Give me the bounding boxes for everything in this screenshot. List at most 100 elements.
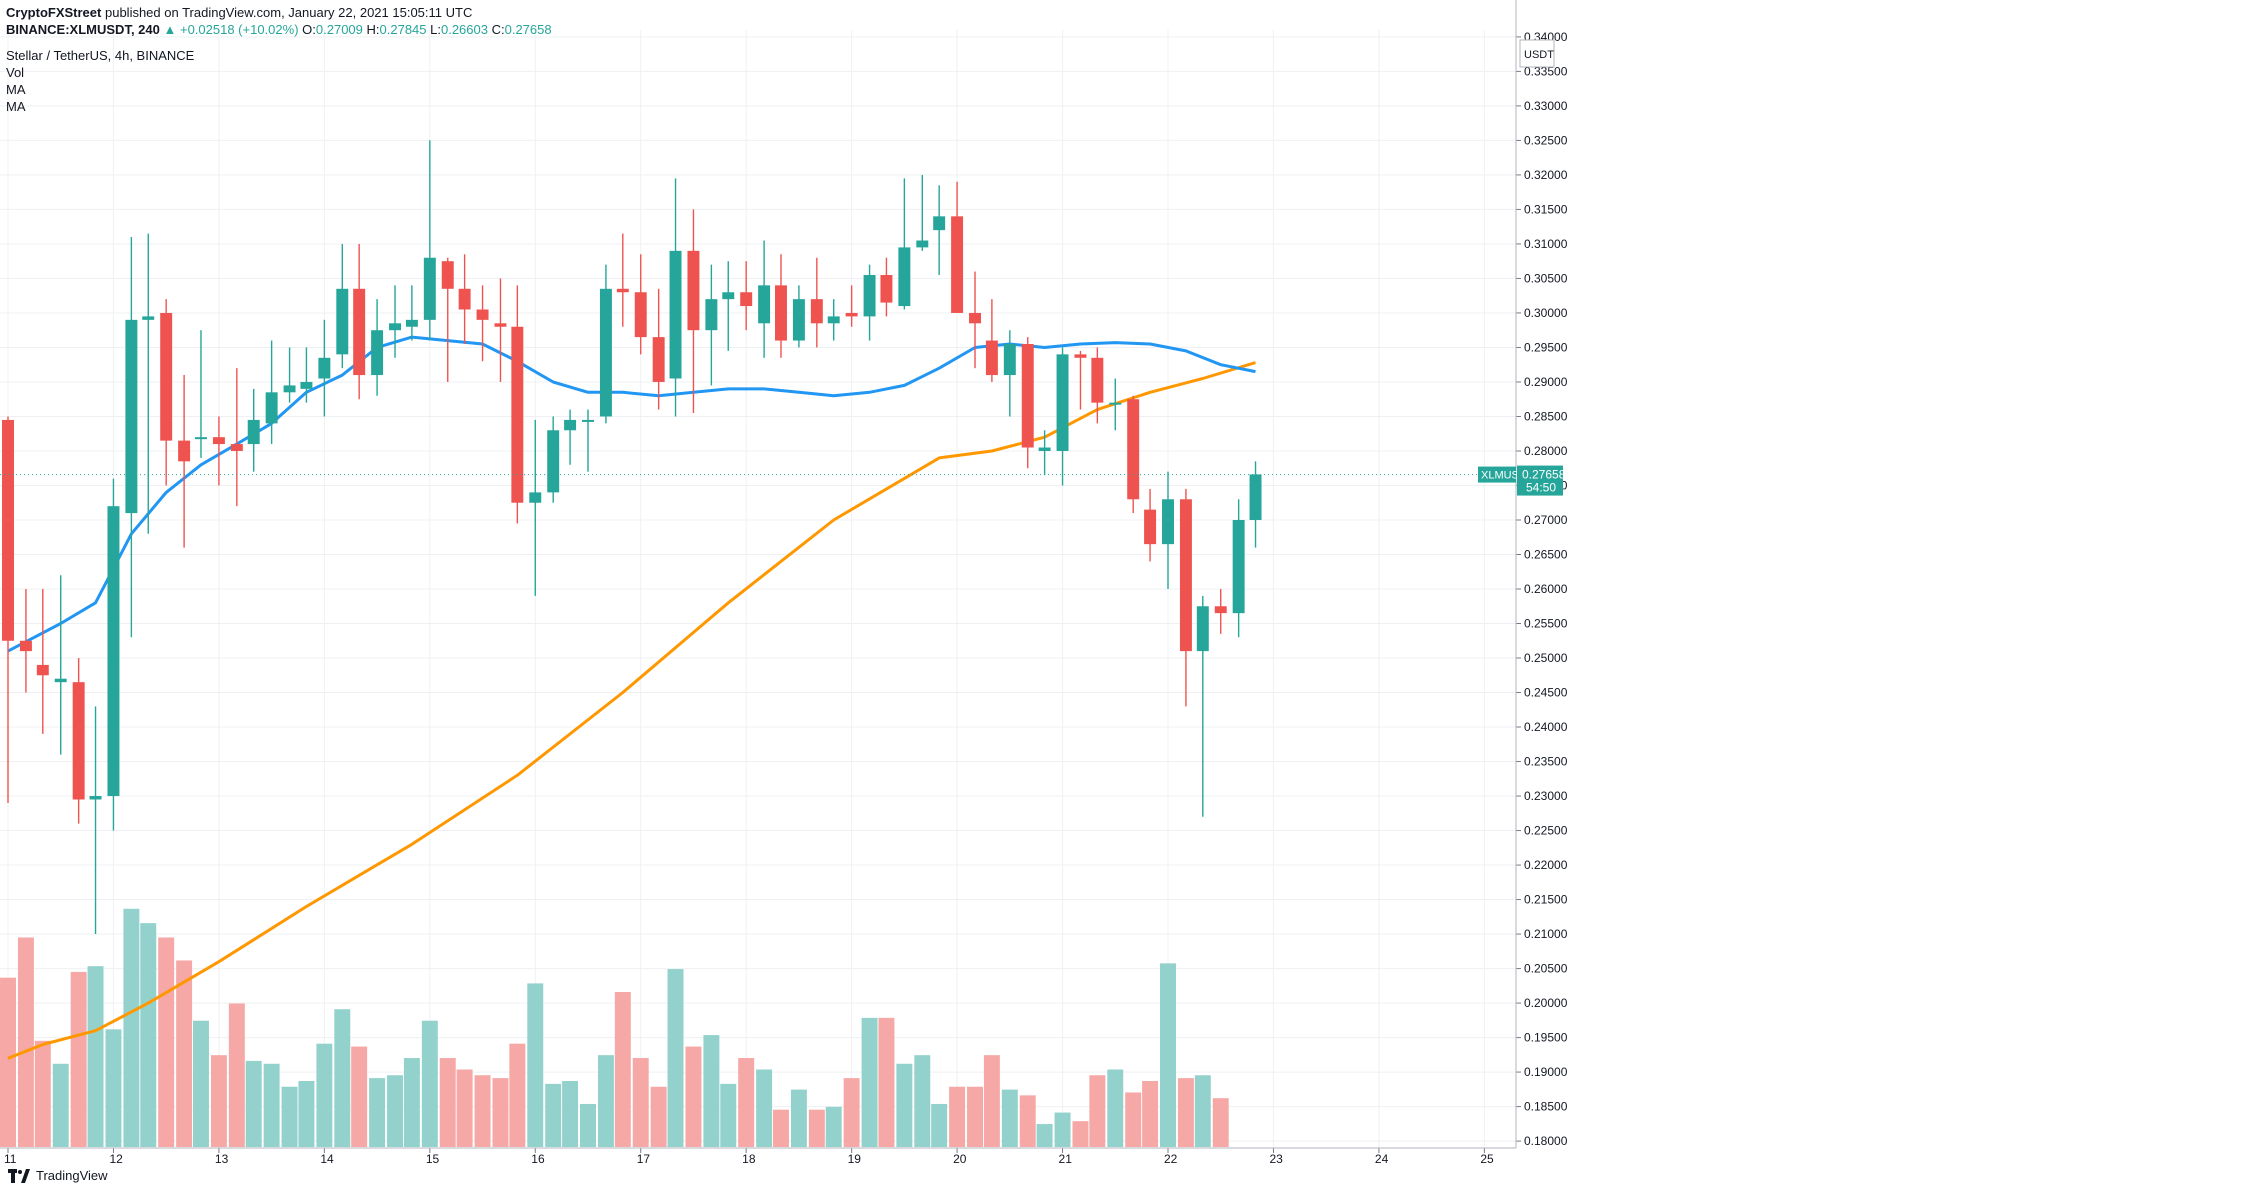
- volume-bar: [878, 1017, 895, 1147]
- volume-bar: [790, 1089, 807, 1147]
- price-tick-label: 0.18000: [1524, 1134, 1568, 1148]
- price-tick-label: 0.23500: [1524, 755, 1568, 769]
- candle-body: [582, 419, 594, 422]
- volume-bar: [387, 1075, 403, 1147]
- candle-body: [1021, 344, 1034, 448]
- price-tick-label: 0.26000: [1524, 582, 1568, 596]
- price-tick-label: 0.33500: [1524, 64, 1568, 78]
- volume-bar: [105, 1029, 122, 1147]
- candle-body: [389, 323, 401, 331]
- volume-bar: [632, 1058, 649, 1147]
- candle-body: [985, 340, 998, 376]
- volume-bar: [281, 1086, 298, 1147]
- candle-body: [810, 299, 823, 324]
- time-tick-label: 15: [426, 1152, 440, 1166]
- price-tick-label: 0.27000: [1524, 513, 1568, 527]
- time-tick-label: 13: [215, 1152, 229, 1166]
- candle-body: [107, 506, 120, 797]
- candle-body: [54, 678, 67, 683]
- time-tick-label: 25: [1480, 1152, 1494, 1166]
- volume-bar: [52, 1063, 69, 1147]
- price-tick-label: 0.29000: [1524, 375, 1568, 389]
- candle-body: [318, 357, 331, 379]
- candle-body: [2, 419, 14, 641]
- volume-bar: [439, 1058, 456, 1147]
- last-price-label: 0.27658: [1522, 468, 1566, 482]
- volume-bar: [808, 1109, 825, 1147]
- candle-body: [89, 796, 102, 800]
- volume-bar: [738, 1058, 755, 1147]
- volume-bar: [0, 977, 16, 1147]
- volume-bar: [1019, 1095, 1036, 1147]
- legend-title[interactable]: Stellar / TetherUS, 4h, BINANCE: [6, 48, 195, 63]
- time-tick-label: 20: [953, 1152, 967, 1166]
- legend-ma-2[interactable]: MA: [6, 99, 26, 114]
- volume-bar: [245, 1060, 262, 1147]
- price-tick-label: 0.22000: [1524, 858, 1568, 872]
- axes: 0.340000.335000.330000.325000.320000.315…: [0, 0, 1568, 1166]
- candle-body: [195, 437, 207, 440]
- footer-brand[interactable]: TradingView: [36, 1168, 108, 1183]
- candle-body: [1003, 344, 1016, 376]
- candle-body: [740, 292, 753, 307]
- candle-body: [705, 299, 718, 331]
- volume-bar: [263, 1063, 280, 1147]
- price-change: +0.02518 (+10.02%): [179, 22, 299, 37]
- candle-body: [1214, 606, 1227, 614]
- candle-body: [178, 440, 191, 462]
- price-tick-label: 0.31500: [1524, 202, 1568, 216]
- volume-bar: [1089, 1075, 1106, 1147]
- candle-body: [212, 437, 225, 445]
- candle-body: [283, 385, 296, 393]
- volume-bar: [614, 992, 631, 1147]
- volume-bar: [931, 1103, 948, 1147]
- symbol-name[interactable]: BINANCE:XLMUSDT, 240: [6, 22, 160, 37]
- volume-bar: [967, 1086, 983, 1147]
- candle-body: [1109, 402, 1122, 405]
- legend-vol[interactable]: Vol: [6, 65, 25, 80]
- time-tick-label: 24: [1375, 1152, 1389, 1166]
- volume-bar: [1194, 1075, 1211, 1147]
- price-tick-label: 0.19000: [1524, 1065, 1568, 1079]
- high-value: 0.27845: [379, 22, 427, 37]
- candle-body: [845, 312, 858, 317]
- volume-bar: [1054, 1112, 1071, 1147]
- volume-bar: [492, 1078, 509, 1147]
- volume-bar: [667, 969, 684, 1147]
- price-tick-label: 0.30000: [1524, 306, 1568, 320]
- publisher-name[interactable]: CryptoFXStreet: [6, 5, 102, 20]
- volume-bar: [421, 1020, 438, 1147]
- low-label: L:: [430, 22, 441, 37]
- change-arrow-icon: ▲: [163, 22, 177, 37]
- close-value: 0.27658: [504, 22, 552, 37]
- price-tick-label: 0.32500: [1524, 133, 1568, 147]
- candle-body: [827, 316, 840, 324]
- price-tick-label: 0.20000: [1524, 996, 1568, 1010]
- price-tick-label: 0.25000: [1524, 651, 1568, 665]
- publisher-line: CryptoFXStreet published on TradingView.…: [6, 4, 552, 21]
- price-tick-label: 0.24500: [1524, 686, 1568, 700]
- candle-body: [634, 292, 647, 338]
- time-tick-label: 22: [1164, 1152, 1178, 1166]
- volume-bars: [0, 908, 1229, 1147]
- currency-label: USDT: [1524, 49, 1554, 61]
- candle-body: [405, 319, 418, 327]
- candle-body: [19, 640, 32, 652]
- candle-body: [511, 326, 524, 503]
- candle-body: [652, 337, 665, 382]
- time-tick-label: 12: [109, 1152, 123, 1166]
- price-tick-label: 0.31000: [1524, 237, 1568, 251]
- countdown-label: 54:50: [1526, 481, 1556, 495]
- candle-body: [933, 216, 946, 231]
- candle-body: [1038, 447, 1051, 451]
- volume-bar: [720, 1083, 737, 1147]
- volume-bar: [509, 1043, 526, 1147]
- legend-ma-1[interactable]: MA: [6, 82, 26, 97]
- volume-bar: [369, 1078, 386, 1147]
- candle-body: [722, 292, 735, 300]
- open-value: 0.27009: [315, 22, 363, 37]
- volume-bar: [17, 937, 34, 1147]
- candle-body: [529, 492, 542, 503]
- candle-body: [792, 299, 805, 341]
